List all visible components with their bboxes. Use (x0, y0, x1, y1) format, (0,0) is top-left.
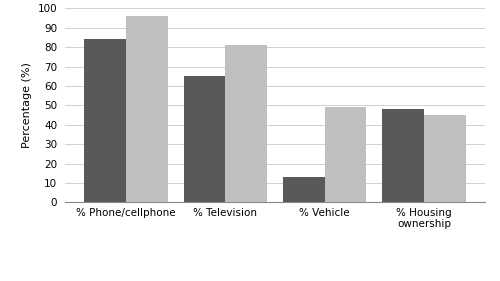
Bar (226, 45, 267, 202)
Bar (324, 107, 366, 202)
Bar (382, 109, 424, 202)
Bar (84, 39, 126, 202)
Bar (424, 115, 466, 202)
Bar (126, 16, 168, 202)
Y-axis label: Percentage (%): Percentage (%) (22, 62, 32, 148)
Bar (184, 76, 226, 202)
Bar (283, 177, 325, 202)
